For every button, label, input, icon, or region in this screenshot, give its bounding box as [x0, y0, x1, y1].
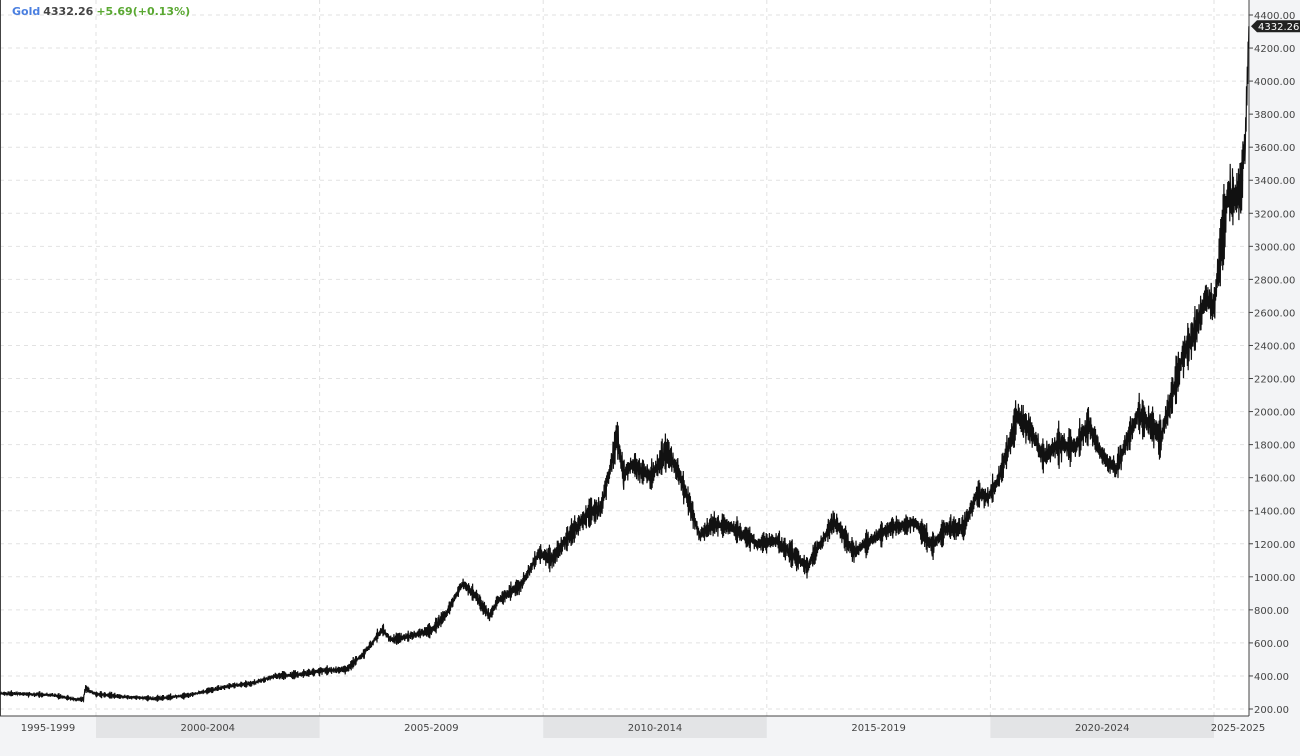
x-tick-label: 2010-2014	[628, 723, 683, 734]
y-tick-label: 600.00	[1254, 639, 1289, 650]
y-tick-label: 800.00	[1254, 606, 1289, 617]
y-tick-label: 4200.00	[1254, 44, 1295, 55]
y-tick-label: 1000.00	[1254, 573, 1295, 584]
x-tick-label: 2000-2004	[181, 723, 236, 734]
y-tick-label: 3000.00	[1254, 242, 1295, 253]
x-tick-label: 2015-2019	[851, 723, 906, 734]
y-tick-label: 1200.00	[1254, 540, 1295, 551]
x-tick-label: 2005-2009	[404, 723, 459, 734]
y-tick-label: 2400.00	[1254, 341, 1295, 352]
y-tick-label: 2200.00	[1254, 375, 1295, 386]
last-price-marker: 4332.26	[1251, 20, 1300, 33]
symbol-label: Gold	[12, 5, 41, 18]
last-price: 4332.26	[43, 5, 94, 18]
plot-area	[0, 0, 1249, 716]
price-line	[0, 26, 1250, 703]
y-tick-label: 2800.00	[1254, 275, 1295, 286]
y-tick-label: 2600.00	[1254, 308, 1295, 319]
y-tick-label: 400.00	[1254, 672, 1289, 683]
last-price-label: 4332.26	[1258, 22, 1299, 33]
period-band	[96, 717, 320, 738]
y-tick-label: 3800.00	[1254, 110, 1295, 121]
y-tick-label: 3200.00	[1254, 209, 1295, 220]
chart-header: Gold 4332.26 +5.69(+0.13%)	[12, 5, 190, 18]
x-tick-label: 1995-1999	[21, 723, 76, 734]
y-tick-label: 3600.00	[1254, 143, 1295, 154]
y-tick-label: 1600.00	[1254, 474, 1295, 485]
y-tick-label: 3400.00	[1254, 176, 1295, 187]
y-tick-label: 2000.00	[1254, 408, 1295, 419]
x-tick-label: 2020-2024	[1075, 723, 1130, 734]
period-band	[990, 717, 1214, 738]
x-tick-label: 2025-2025	[1211, 723, 1266, 734]
y-tick-label: 4400.00	[1254, 11, 1295, 22]
price-change: +5.69(+0.13%)	[96, 5, 191, 18]
last-price-badge	[1251, 20, 1300, 33]
y-tick-label: 200.00	[1254, 705, 1289, 716]
y-tick-label: 1400.00	[1254, 507, 1295, 518]
y-tick-label: 1800.00	[1254, 441, 1295, 452]
period-band	[543, 717, 767, 738]
y-tick-label: 4000.00	[1254, 77, 1295, 88]
